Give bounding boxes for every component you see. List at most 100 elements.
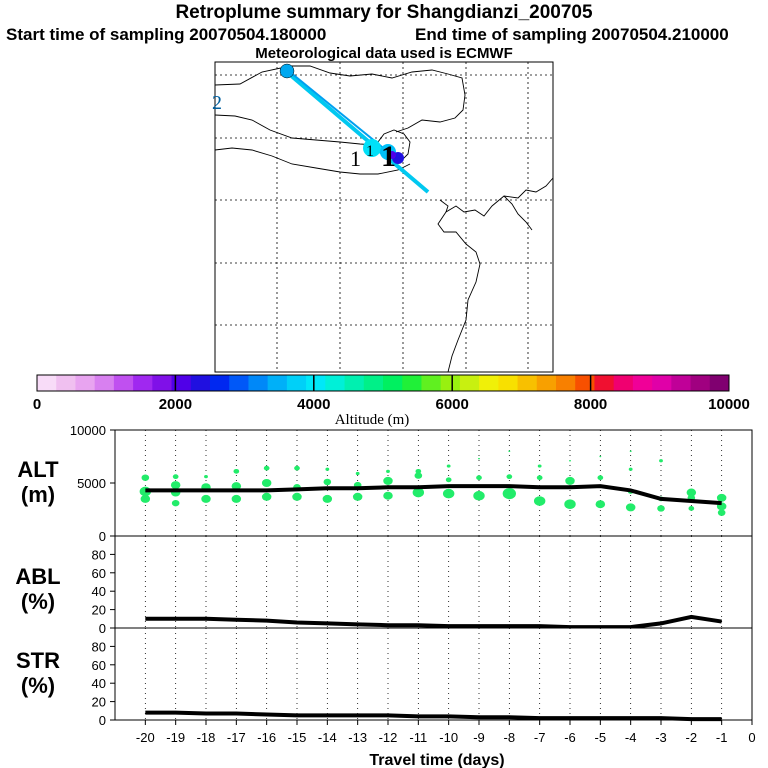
colorbar-cell <box>594 375 615 391</box>
colorbar-cell <box>479 375 499 391</box>
colorbar-cell <box>632 375 653 391</box>
x-axis-ticks: -20 -19 -18 -17 -16 -15 -14 -13 -12 -11 -10 -9 -8 -7-… <box>136 720 756 745</box>
colorbar-frame <box>36 374 730 392</box>
ytick-label: 0 <box>99 621 106 636</box>
xtick-label: -1 <box>716 730 728 745</box>
start-time-label: Start time of sampling 20070504.180000 <box>6 25 327 44</box>
colorbar-cell <box>363 375 384 391</box>
colorbar-cell <box>133 375 153 391</box>
xtick-label: -11 <box>409 730 427 745</box>
xtick-label: -3 <box>655 730 667 745</box>
alt-point <box>171 499 180 507</box>
ytick-label: 10000 <box>70 423 106 438</box>
alt-point <box>508 450 511 453</box>
abl-label: ABL <box>15 564 60 589</box>
alt-point <box>476 475 482 481</box>
plume-track <box>279 63 430 194</box>
xtick-label: -12 <box>379 730 398 745</box>
xtick-label: -14 <box>318 730 337 745</box>
alt-point <box>261 479 272 487</box>
ytick-label: 80 <box>92 639 106 654</box>
plume-source-marker <box>279 63 295 79</box>
ytick-label: 20 <box>92 695 106 710</box>
colorbar-tick-label: 8000 <box>574 396 607 413</box>
alt-point <box>717 509 726 516</box>
alt-point <box>261 492 272 501</box>
alt-point <box>323 478 332 486</box>
alt-point <box>383 476 393 485</box>
alt-point <box>322 494 333 503</box>
alt-point <box>688 506 695 511</box>
colorbar: 0 2000 4000 6000 8000 10000 Altitude (m) <box>33 374 750 428</box>
x-axis-label: Travel time (days) <box>369 752 504 768</box>
colorbar-ticks: 0 2000 4000 6000 8000 10000 <box>33 375 750 413</box>
colorbar-cell <box>152 375 173 391</box>
str-panel: 80 60 40 20 0 STR (%) <box>16 627 753 728</box>
colorbar-cell <box>652 375 672 391</box>
xtick-label: -15 <box>288 730 307 745</box>
colorbar-tick-label: 2000 <box>159 396 192 413</box>
plume-line <box>280 66 430 194</box>
colorbar-cell <box>690 375 711 391</box>
colorbar-cell <box>402 375 422 391</box>
alt-point <box>506 474 513 480</box>
ytick-label: 0 <box>99 713 106 728</box>
alt-point <box>597 475 604 481</box>
abl-panel: 80 60 40 20 0 ABL (%) <box>15 535 753 636</box>
colorbar-cell <box>56 375 76 391</box>
ytick-label: 40 <box>92 676 106 691</box>
alt-point <box>140 494 151 503</box>
colorbar-tick-label: 10000 <box>708 396 750 413</box>
alt-point <box>478 457 480 460</box>
alt-point <box>231 494 242 503</box>
alt-point <box>716 493 727 502</box>
alt-point <box>565 476 575 485</box>
map-label-1: 1 <box>366 143 374 160</box>
alt-label: ALT <box>17 457 59 482</box>
alt-mean-line <box>145 484 722 506</box>
alt-point <box>352 492 363 501</box>
alt-point <box>533 496 546 506</box>
alt-point <box>294 465 300 471</box>
ytick-label: 60 <box>92 566 106 581</box>
alt-point <box>263 465 270 471</box>
xtick-label: 0 <box>748 730 755 745</box>
plume-cluster-marker <box>363 139 381 157</box>
alt-point <box>473 490 485 501</box>
xtick-label: -5 <box>595 730 607 745</box>
colorbar-cell <box>383 375 403 391</box>
colorbar-cell <box>613 375 634 391</box>
colorbar-cell <box>306 375 326 391</box>
str-yticks: 80 60 40 20 0 <box>92 639 115 728</box>
colorbar-cell <box>190 375 211 391</box>
colorbar-cell <box>556 375 576 391</box>
xtick-label: -6 <box>564 730 576 745</box>
alt-point <box>659 459 663 463</box>
alt-unit: (m) <box>21 482 55 507</box>
alt-point <box>599 455 602 458</box>
alt-point <box>442 488 455 499</box>
ytick-label: 0 <box>99 529 106 544</box>
xtick-label: -10 <box>439 730 458 745</box>
abl-frame <box>114 535 753 629</box>
colorbar-cell <box>517 375 538 391</box>
alt-point <box>172 474 179 480</box>
map-borders <box>214 65 554 373</box>
alt-point <box>629 450 632 453</box>
xtick-label: -4 <box>625 730 637 745</box>
alt-point <box>355 471 360 476</box>
map-label-2: 2 <box>212 92 222 114</box>
chart-title: Retroplume summary for Shangdianzi_20070… <box>175 2 593 23</box>
xtick-label: -9 <box>473 730 485 745</box>
end-time-label: End time of sampling 20070504.210000 <box>415 25 729 44</box>
xtick-label: -17 <box>227 730 246 745</box>
str-frame <box>114 627 753 721</box>
alt-point <box>204 475 208 479</box>
map-frame <box>214 61 554 373</box>
colorbar-cell <box>267 375 288 391</box>
colorbar-cell <box>94 375 115 391</box>
alt-point <box>292 492 302 501</box>
alt-point <box>628 467 633 471</box>
alt-point <box>625 503 636 512</box>
